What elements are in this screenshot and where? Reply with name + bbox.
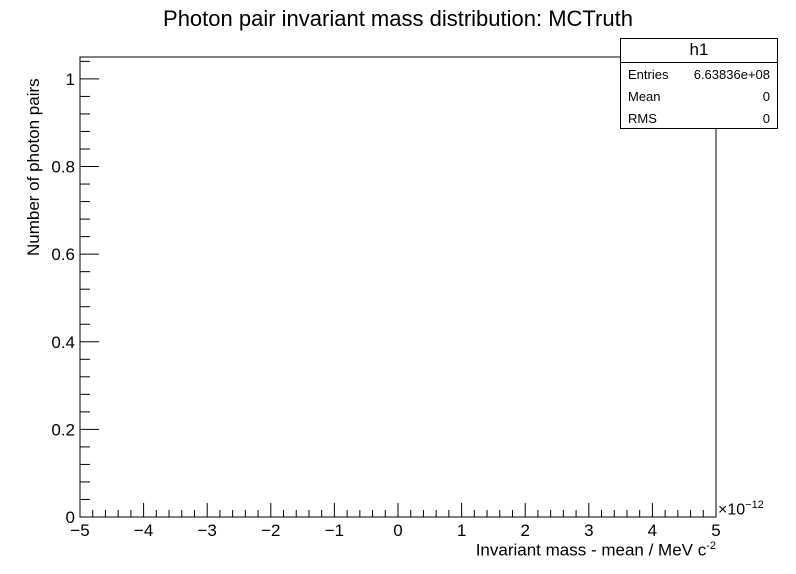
y-tick-label: 0.6 bbox=[51, 245, 75, 264]
x-tick-label: −4 bbox=[134, 521, 153, 540]
x-tick-label: 3 bbox=[584, 521, 593, 540]
stats-label: Entries bbox=[628, 67, 669, 82]
x-axis: −5 −4 −3 −2 −1 0 1 2 3 4 5 bbox=[70, 503, 721, 540]
x-tick-label: 1 bbox=[457, 521, 466, 540]
stats-value: 6.63836e+08 bbox=[693, 67, 770, 82]
stats-value: 0 bbox=[762, 111, 770, 126]
chart-title: Photon pair invariant mass distribution:… bbox=[163, 6, 633, 31]
x-axis-exponent: ×10−12 bbox=[718, 499, 764, 519]
stats-label: RMS bbox=[628, 111, 657, 126]
stats-row-rms: RMS 0 bbox=[621, 107, 777, 129]
x-tick-label: 0 bbox=[393, 521, 402, 540]
stats-value: 0 bbox=[762, 89, 770, 104]
x-exponent-base: ×10 bbox=[718, 501, 746, 519]
x-tick-label: −3 bbox=[198, 521, 217, 540]
y-axis: 0 0.2 0.4 0.6 0.8 1 bbox=[51, 60, 99, 527]
x-tick-label: −2 bbox=[261, 521, 280, 540]
stats-box: h1 Entries 6.63836e+08 Mean 0 RMS 0 bbox=[620, 38, 778, 129]
x-tick-label: −5 bbox=[70, 521, 89, 540]
x-exponent-power: −12 bbox=[745, 499, 764, 511]
x-tick-label: −1 bbox=[325, 521, 344, 540]
y-tick-label: 0.4 bbox=[51, 333, 75, 352]
y-tick-label: 1 bbox=[66, 70, 75, 89]
stats-label: Mean bbox=[628, 89, 661, 104]
y-tick-label: 0.2 bbox=[51, 420, 75, 439]
x-axis-label-sup: -2 bbox=[706, 540, 716, 552]
x-tick-label: 2 bbox=[520, 521, 529, 540]
stats-row-entries: Entries 6.63836e+08 bbox=[621, 63, 777, 85]
stats-row-mean: Mean 0 bbox=[621, 85, 777, 107]
y-tick-label: 0.8 bbox=[51, 158, 75, 177]
y-axis-label: Number of photon pairs bbox=[24, 78, 43, 256]
x-axis-label-text: Invariant mass - mean / MeV c bbox=[475, 540, 707, 560]
stats-title: h1 bbox=[621, 39, 777, 63]
x-tick-label: 5 bbox=[711, 521, 720, 540]
y-tick-label: 0 bbox=[66, 508, 75, 527]
x-tick-label: 4 bbox=[648, 521, 657, 540]
x-axis-label: Invariant mass - mean / MeV c-2 bbox=[476, 540, 716, 561]
